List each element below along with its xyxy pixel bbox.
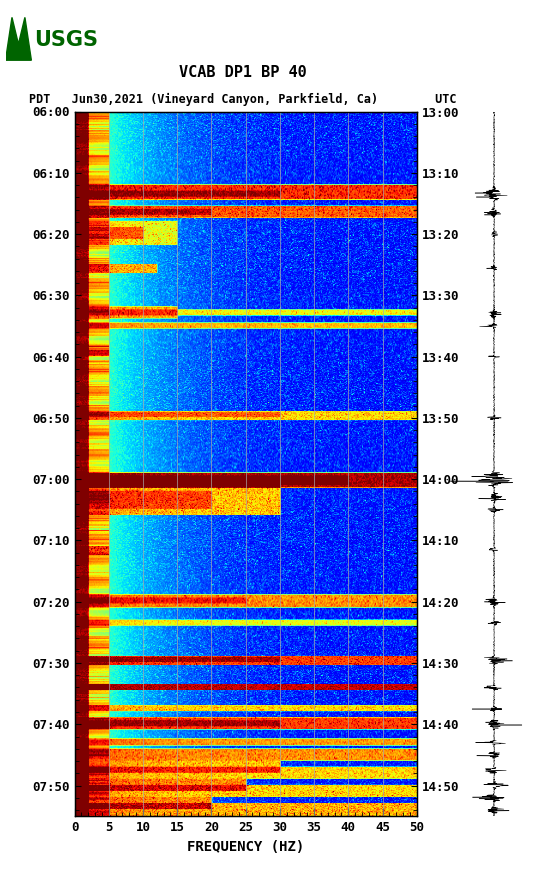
Text: PDT   Jun30,2021 (Vineyard Canyon, Parkfield, Ca)        UTC: PDT Jun30,2021 (Vineyard Canyon, Parkfie… — [29, 93, 457, 106]
Text: USGS: USGS — [34, 30, 98, 50]
Polygon shape — [6, 18, 31, 60]
X-axis label: FREQUENCY (HZ): FREQUENCY (HZ) — [187, 839, 304, 854]
Text: VCAB DP1 BP 40: VCAB DP1 BP 40 — [179, 65, 307, 80]
